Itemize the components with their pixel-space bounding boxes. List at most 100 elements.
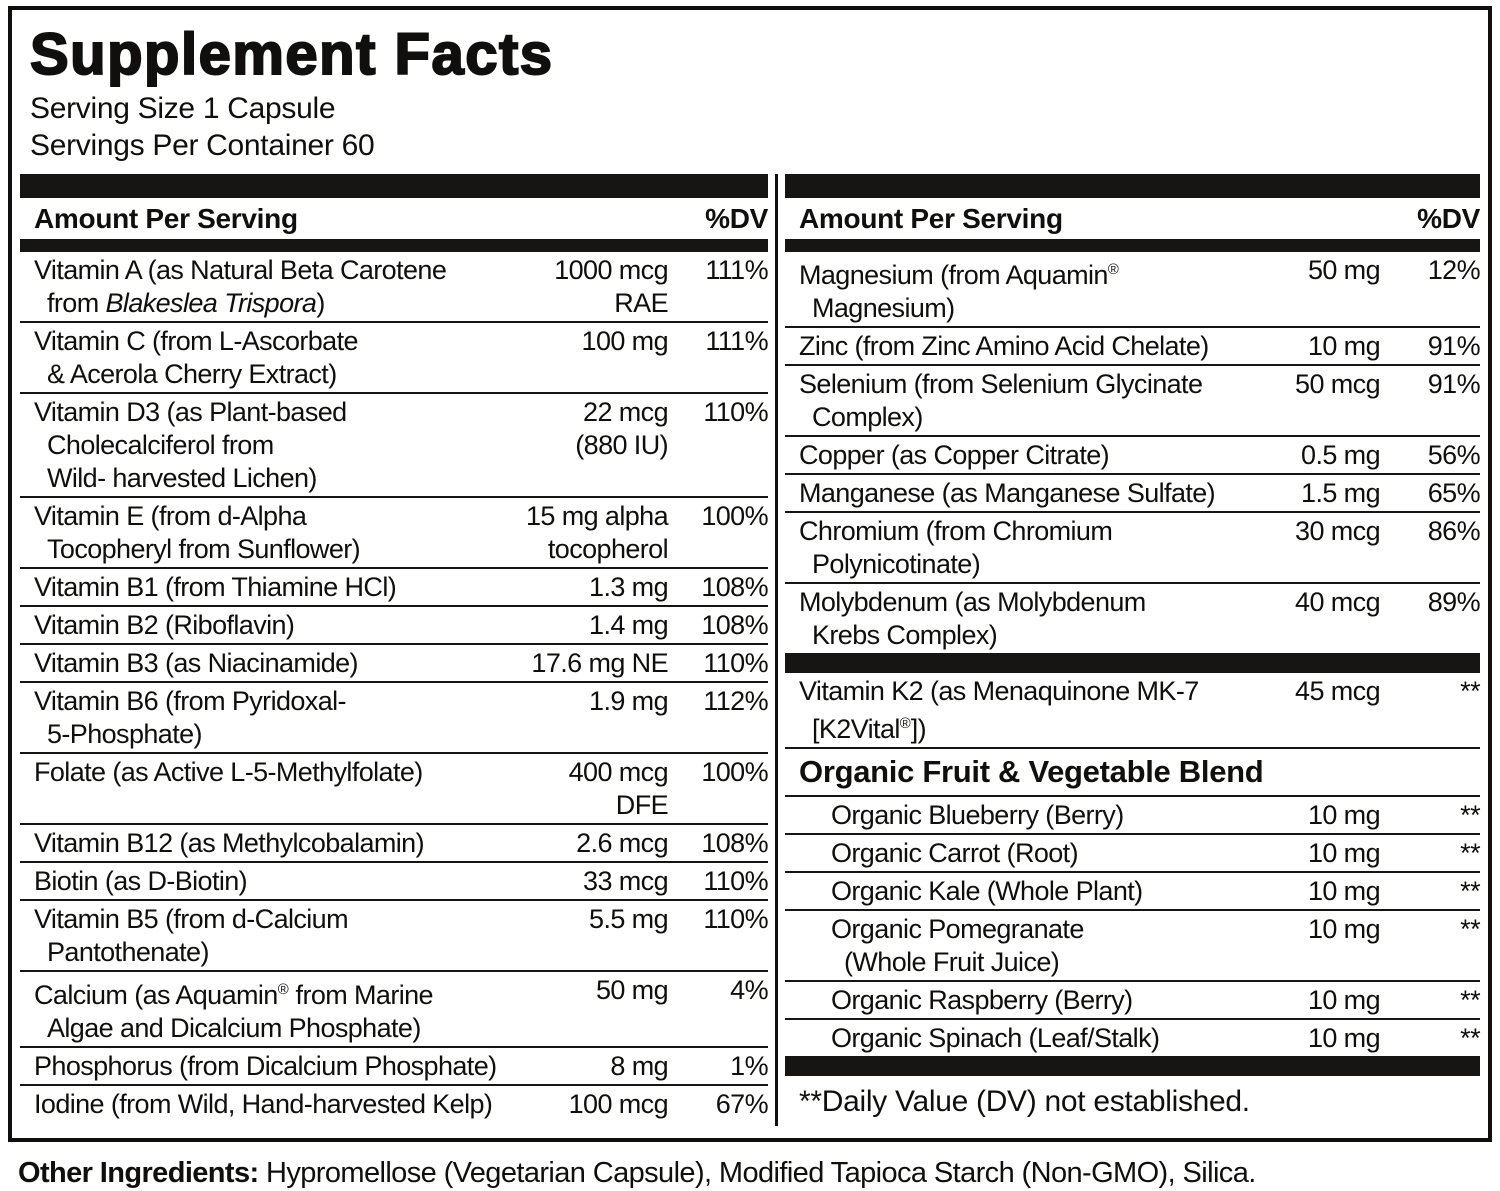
nutrient-dv: 89% [1427,587,1481,617]
nutrient-name: Vitamin B6 (from Pyridoxal- 5-Phosphate) [34,686,347,749]
nutrient-dv: 108% [701,572,768,602]
nutrient-row: Vitamin B12 (as Methylcobalamin) 2.6 mcg 1… [20,823,769,861]
percent-dv-label: %DV [1417,203,1480,234]
nutrient-row: Vitamin B6 (from Pyridoxal- 5-Phosphate) 1… [20,681,769,752]
nutrient-dv: ** [1460,876,1480,906]
other-ingredients-label: Other Ingredients: [18,1157,259,1189]
nutrient-rows-left: Vitamin A (as Natural Beta Carotene from … [20,252,769,1122]
nutrient-row: Vitamin B1 (from Thiamine HCl) 1.3 mg 108% [20,567,769,605]
nutrient-dv: ** [1460,676,1480,706]
nutrient-amount: 30 mcg [1295,516,1381,546]
nutrient-amount: 40 mcg [1295,587,1381,617]
nutrient-dv: ** [1460,914,1480,944]
nutrient-row: Vitamin B3 (as Niacinamide) 17.6 mg NE 110… [20,643,769,681]
facts-columns: Amount Per Serving %DV Vitamin A (as Nat… [20,174,1481,1126]
nutrient-amount: 22 mcg (880 IU) [575,397,668,460]
nutrient-dv: ** [1460,985,1480,1015]
nutrient-dv: 111% [705,326,768,356]
serving-size-text: Serving Size 1 Capsule [30,92,336,125]
nutrient-dv: 111% [705,255,768,285]
nutrient-row: Folate (as Active L-5-Methylfolate) 400 m… [20,752,769,823]
nutrient-name: Vitamin A (as Natural Beta Carotene from … [34,255,447,318]
nutrient-name: Manganese (as Manganese Sulfate) [799,478,1216,508]
nutrient-name: Vitamin D3 (as Plant-based Cholecalcifero… [34,397,347,493]
nutrient-name: Molybdenum (as Molybdenum Krebs Complex) [799,587,1146,650]
nutrient-name: Organic Blueberry (Berry) [831,800,1124,830]
nutrient-dv: 110% [703,904,768,934]
nutrient-amount: 1.5 mg [1301,478,1381,508]
nutrient-amount: 8 mg [610,1051,668,1081]
amount-per-serving-label: Amount Per Serving [799,203,1063,234]
nutrient-dv: ** [1460,838,1480,868]
supplement-facts-panel: Supplement Facts Serving Size 1 Capsule … [8,6,1492,1142]
nutrient-row: Vitamin C (from L-Ascorbate & Acerola Che… [20,321,769,392]
nutrient-amount: 50 mcg [1295,369,1381,399]
nutrient-row: Biotin (as D-Biotin) 33 mcg 110% [20,861,769,899]
nutrient-name: Magnesium (from Aquamin® Magnesium) [799,260,1119,323]
nutrient-amount: 5.5 mg [589,904,669,934]
nutrient-name: Folate (as Active L-5-Methylfolate) [34,757,423,787]
nutrient-row: Selenium (from Selenium Glycinate Complex… [785,364,1481,435]
nutrient-dv: 100% [701,501,768,531]
nutrient-dv: ** [1460,800,1480,830]
panel-title: Supplement Facts [29,22,554,87]
column-divider [775,174,778,1126]
nutrient-amount: 10 mg [1307,876,1381,906]
nutrient-dv: 108% [701,828,768,858]
column-header: Amount Per Serving %DV [20,198,768,239]
nutrient-name: Iodine (from Wild, Hand-harvested Kelp) [34,1089,493,1119]
nutrient-dv: 12% [1427,255,1481,285]
nutrient-amount: 45 mcg [1295,676,1381,706]
other-ingredients-list: Hypromellose (Vegetarian Capsule), Modif… [266,1157,1256,1189]
nutrient-row: Vitamin E (from d-Alpha Tocopheryl from S… [20,496,769,567]
header-bottom-bar [20,239,768,252]
nutrient-amount: 1.9 mg [589,686,669,716]
nutrient-name: Calcium (as Aquamin® from Marine Algae an… [34,980,434,1043]
section-header: Organic Fruit & Vegetable Blend [785,747,1480,795]
header-top-bar [785,174,1480,198]
nutrient-row: Organic Raspberry (Berry) 10 mg ** [785,980,1481,1018]
nutrient-name: Vitamin B1 (from Thiamine HCl) [34,572,397,602]
header-bottom-bar [785,239,1480,252]
nutrient-row: Manganese (as Manganese Sulfate) 1.5 mg 65… [785,473,1481,511]
nutrient-dv: 108% [701,610,768,640]
nutrient-row: Organic Pomegranate (Whole Fruit Juice) 10… [785,909,1481,980]
nutrient-dv: 110% [703,648,768,678]
nutrient-amount: 1.3 mg [589,572,669,602]
nutrient-row: Organic Kale (Whole Plant) 10 mg ** [785,871,1481,909]
nutrient-row: Iodine (from Wild, Hand-harvested Kelp) 1… [20,1084,769,1122]
nutrient-amount: 33 mcg [583,866,669,896]
nutrient-name: Biotin (as D-Biotin) [34,866,248,896]
nutrient-name: Selenium (from Selenium Glycinate Complex… [799,369,1203,432]
nutrient-name: Vitamin C (from L-Ascorbate & Acerola Che… [34,326,359,389]
nutrient-row: Phosphorus (from Dicalcium Phosphate) 8 m… [20,1046,769,1084]
nutrient-dv: 56% [1427,440,1481,470]
nutrient-dv: 110% [703,397,768,427]
nutrient-dv: 91% [1427,331,1481,361]
percent-dv-label: %DV [705,203,768,234]
nutrient-name: Zinc (from Zinc Amino Acid Chelate) [799,331,1209,361]
nutrient-amount: 1.4 mg [589,610,669,640]
nutrient-name: Organic Pomegranate (Whole Fruit Juice) [831,914,1084,977]
nutrient-amount: 50 mg [595,975,669,1005]
nutrient-row: Vitamin K2 (as Menaquinone MK-7 [K2Vital®… [785,673,1481,747]
amount-per-serving-label: Amount Per Serving [34,203,298,234]
nutrient-amount: 10 mg [1307,914,1381,944]
facts-column-right: Amount Per Serving %DV Magnesium (from A… [785,174,1481,1126]
divider-bar [785,1056,1480,1076]
nutrient-name: Organic Kale (Whole Plant) [831,876,1143,906]
nutrient-amount: 50 mg [1307,255,1381,285]
servings-per-container-text: Servings Per Container 60 [30,129,375,162]
nutrient-row: Zinc (from Zinc Amino Acid Chelate) 10 mg… [785,326,1481,364]
nutrient-dv: 86% [1427,516,1481,546]
nutrient-dv: 100% [701,757,768,787]
nutrient-dv: ** [1460,1023,1480,1053]
nutrient-rows-right: Magnesium (from Aquamin® Magnesium) 50 mg 1… [785,252,1481,1126]
nutrient-dv: 112% [703,686,768,716]
nutrient-row: Organic Blueberry (Berry) 10 mg ** [785,795,1481,833]
nutrient-amount: 10 mg [1307,985,1381,1015]
nutrient-name: Vitamin E (from d-Alpha Tocopheryl from S… [34,501,361,564]
nutrient-row: Chromium (from Chromium Polynicotinate) 30… [785,511,1481,582]
other-ingredients-text: Other Ingredients: Hypromellose (Vegetar… [18,1156,1500,1191]
nutrient-name: Organic Carrot (Root) [831,838,1079,868]
